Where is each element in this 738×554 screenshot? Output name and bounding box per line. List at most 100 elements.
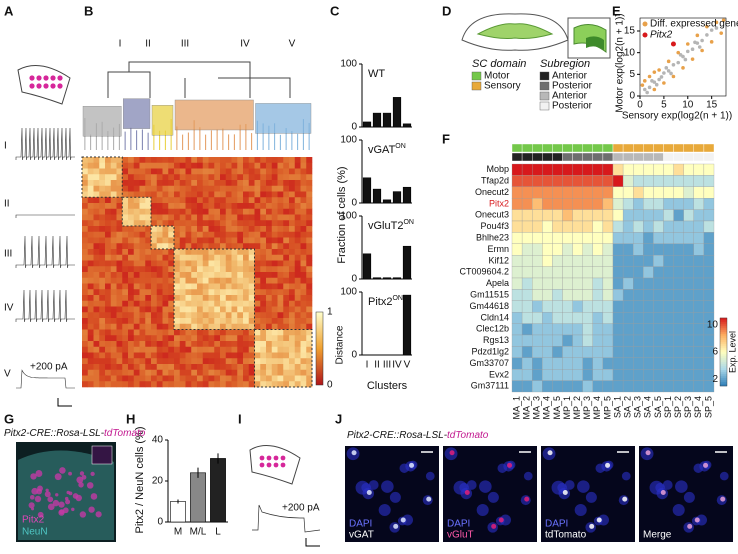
cell bbox=[72, 493, 79, 499]
matrix-cell bbox=[277, 364, 284, 371]
heat-cell bbox=[612, 277, 624, 290]
matrix-cell bbox=[225, 306, 232, 313]
matrix-cell bbox=[289, 295, 296, 302]
heat-cell bbox=[633, 357, 644, 370]
heat-cell bbox=[511, 186, 523, 199]
matrix-cell bbox=[294, 185, 301, 192]
matrix-cell bbox=[174, 254, 181, 261]
heat-cell bbox=[622, 255, 634, 267]
matrix-cell bbox=[271, 220, 278, 227]
matrix-cell bbox=[231, 208, 238, 215]
matrix-cell bbox=[260, 243, 267, 250]
matrix-cell bbox=[237, 266, 244, 273]
matrix-cell bbox=[220, 203, 227, 210]
heat-cell bbox=[673, 357, 684, 370]
matrix-cell bbox=[82, 329, 89, 336]
matrix-cell bbox=[191, 180, 198, 187]
heat-cell bbox=[643, 198, 654, 210]
matrix-cell bbox=[248, 300, 255, 307]
column-label: SP_2 bbox=[673, 396, 683, 418]
matrix-cell bbox=[243, 381, 250, 388]
bar bbox=[170, 501, 186, 523]
matrix-cell bbox=[145, 197, 152, 204]
matrix-cell bbox=[260, 237, 267, 244]
heat-cell bbox=[562, 209, 573, 222]
matrix-cell bbox=[220, 346, 227, 353]
matrix-cell bbox=[162, 220, 169, 227]
matrix-cell bbox=[156, 266, 163, 273]
matrix-cell bbox=[220, 174, 227, 181]
matrix-cell bbox=[220, 352, 227, 359]
matrix-cell bbox=[225, 358, 232, 365]
matrix-cell bbox=[191, 335, 198, 342]
matrix-cell bbox=[300, 249, 307, 256]
heat-cell bbox=[663, 346, 674, 358]
matrix-cell bbox=[168, 375, 175, 382]
matrix-cell bbox=[306, 341, 313, 348]
matrix-cell bbox=[105, 157, 112, 164]
matrix-cell bbox=[133, 157, 140, 164]
matrix-cell bbox=[133, 220, 140, 227]
matrix-cell bbox=[202, 375, 209, 382]
matrix-cell bbox=[208, 220, 215, 227]
matrix-cell bbox=[87, 254, 94, 261]
matrix-cell bbox=[283, 208, 290, 215]
matrix-cell bbox=[87, 283, 94, 290]
matrix-cell bbox=[243, 266, 250, 273]
matrix-cell bbox=[82, 168, 89, 175]
heat-cell bbox=[562, 312, 573, 324]
matrix-cell bbox=[202, 180, 209, 187]
nucleus bbox=[381, 480, 394, 493]
signal bbox=[366, 489, 372, 495]
matrix-cell bbox=[220, 289, 227, 296]
heat-cell bbox=[673, 163, 684, 176]
matrix-cell bbox=[185, 369, 192, 376]
heat-cell bbox=[521, 266, 533, 279]
y-tick-label: 100 bbox=[340, 287, 357, 298]
heat-cell bbox=[653, 220, 664, 233]
matrix-cell bbox=[145, 364, 152, 371]
colorbar-tick: 6 bbox=[712, 347, 718, 358]
matrix-cell bbox=[225, 260, 232, 267]
matrix-cell bbox=[128, 180, 135, 187]
column-label: SA_4 bbox=[643, 396, 653, 418]
matrix-cell bbox=[133, 341, 140, 348]
image-title: Pitx2-CRE::Rosa-LSL-tdTomato bbox=[4, 428, 146, 439]
matrix-cell bbox=[254, 369, 261, 376]
matrix-cell bbox=[289, 249, 296, 256]
matrix-cell bbox=[162, 254, 169, 261]
matrix-cell bbox=[145, 352, 152, 359]
matrix-cell bbox=[231, 231, 238, 238]
matrix-cell bbox=[99, 180, 106, 187]
cell-dot bbox=[259, 462, 265, 468]
heat-cell bbox=[562, 346, 573, 358]
matrix-cell bbox=[179, 214, 186, 221]
colorbar-step bbox=[720, 339, 727, 343]
matrix-cell bbox=[306, 180, 313, 187]
matrix-cell bbox=[202, 352, 209, 359]
heat-cell bbox=[683, 334, 694, 347]
matrix-cell bbox=[128, 283, 135, 290]
matrix-cell bbox=[151, 203, 158, 210]
matrix-cell bbox=[191, 323, 198, 330]
matrix-cell bbox=[93, 300, 100, 307]
matrix-cell bbox=[248, 318, 255, 325]
y-tick-label: 0 bbox=[351, 122, 357, 133]
matrix-cell bbox=[266, 249, 273, 256]
matrix-cell bbox=[248, 174, 255, 181]
matrix-cell bbox=[300, 266, 307, 273]
matrix-cell bbox=[105, 185, 112, 192]
matrix-cell bbox=[271, 191, 278, 198]
matrix-cell bbox=[202, 358, 209, 365]
matrix-cell bbox=[208, 358, 215, 365]
voltage-trace bbox=[15, 235, 75, 269]
matrix-cell bbox=[93, 162, 100, 169]
cell bbox=[37, 511, 44, 518]
y-axis-label: Motor exp(log2(n + 1)) bbox=[615, 13, 626, 112]
matrix-cell bbox=[93, 203, 100, 210]
heat-cell bbox=[602, 220, 614, 233]
matrix-cell bbox=[225, 283, 232, 290]
heat-cell bbox=[633, 163, 644, 176]
matrix-cell bbox=[179, 197, 186, 204]
matrix-cell bbox=[133, 231, 140, 238]
